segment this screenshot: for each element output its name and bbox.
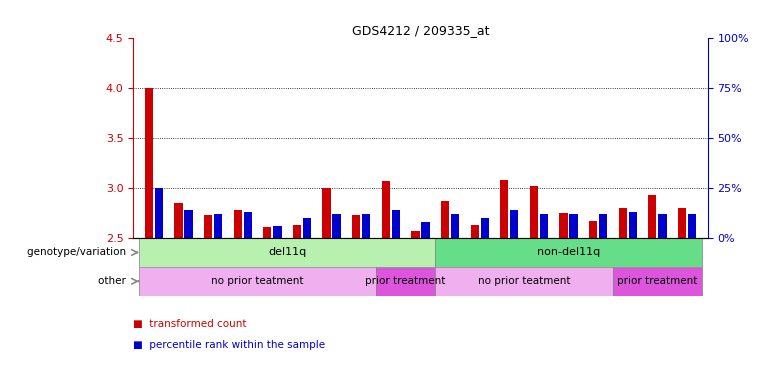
Text: other: other [98,276,129,286]
Text: prior treatment: prior treatment [365,276,446,286]
Bar [500,180,508,238]
Bar [376,267,435,296]
Bar [352,215,360,238]
Bar [234,210,242,238]
Bar [451,214,459,238]
Bar [154,188,163,238]
Bar [362,214,371,238]
Bar [382,181,390,238]
Bar [559,213,568,238]
Bar [481,218,489,238]
Text: ■  transformed count: ■ transformed count [133,319,247,329]
Bar [214,214,222,238]
Bar [658,214,667,238]
Text: non-del11q: non-del11q [537,247,600,258]
Text: ■  percentile rank within the sample: ■ percentile rank within the sample [133,340,325,350]
Bar [530,186,538,238]
Bar [204,215,212,238]
Bar [441,201,449,238]
Bar [510,210,518,238]
Bar [293,225,301,238]
Bar [435,267,613,296]
Bar [174,203,183,238]
Bar [392,210,400,238]
Bar [678,208,686,238]
Bar [184,210,193,238]
Bar [244,212,252,238]
Bar [569,214,578,238]
Bar [303,218,311,238]
Bar [629,212,637,238]
Bar [435,238,702,267]
Bar [263,227,272,238]
Bar [688,214,696,238]
Text: no prior teatment: no prior teatment [212,276,304,286]
Bar [613,267,702,296]
Bar [411,231,419,238]
Bar [619,208,627,238]
Bar [323,188,331,238]
Text: no prior teatment: no prior teatment [478,276,570,286]
Bar [139,238,435,267]
Bar [589,221,597,238]
Bar [273,226,282,238]
Bar [470,225,479,238]
Bar [333,214,341,238]
Text: prior treatment: prior treatment [617,276,698,286]
Text: genotype/variation: genotype/variation [27,247,129,258]
Bar [422,222,430,238]
Bar [648,195,657,238]
Title: GDS4212 / 209335_at: GDS4212 / 209335_at [352,24,489,37]
Bar [139,267,376,296]
Text: del11q: del11q [268,247,307,258]
Bar [599,214,607,238]
Bar [540,214,548,238]
Bar [145,88,153,238]
